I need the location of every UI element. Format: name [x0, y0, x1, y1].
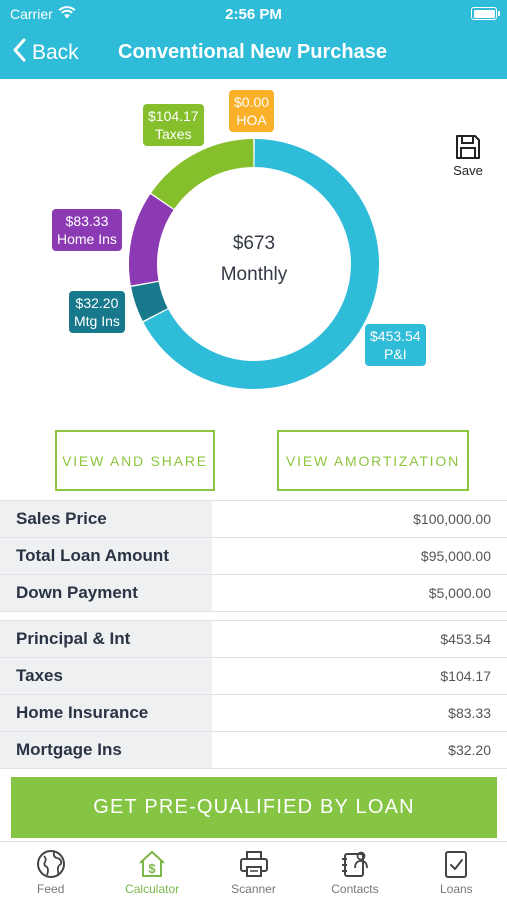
tab-label: Feed: [37, 882, 65, 896]
table-row: Down Payment $5,000.00: [0, 575, 507, 612]
nav-bar: Back Conventional New Purchase: [0, 28, 507, 79]
get-pre-qualified-button[interactable]: GET PRE-QUALIFIED BY LOAN: [11, 777, 497, 838]
row-value: $453.54: [440, 631, 491, 647]
row-label: Down Payment: [0, 575, 212, 611]
label-hoa: $0.00 HOA: [229, 90, 275, 132]
label-mtg-ins-name: Mtg Ins: [74, 313, 120, 329]
chart-center-amount: $673: [232, 233, 276, 254]
header: Carrier 2:56 PM Back Conventional: [0, 0, 507, 79]
donut-chart: [129, 139, 379, 390]
label-home-ins: $83.33 Home Ins: [52, 209, 122, 251]
row-value: $95,000.00: [420, 548, 491, 564]
row-label: Home Insurance: [0, 695, 212, 731]
view-amortization-button[interactable]: VIEW AMORTIZATION: [277, 430, 469, 491]
house-dollar-icon: $: [139, 851, 165, 877]
clock: 2:56 PM: [225, 6, 282, 23]
row-value: $32.20: [448, 742, 491, 758]
row-value: $83.33: [448, 705, 491, 721]
label-hoa-name: HOA: [236, 112, 267, 128]
tab-calculator[interactable]: $ Calculator: [101, 842, 202, 900]
row-label: Sales Price: [0, 501, 212, 537]
tab-label: Calculator: [125, 882, 180, 896]
chevron-left-icon: [12, 38, 26, 68]
row-value: $104.17: [440, 668, 491, 684]
table-row: Principal & Int $453.54: [0, 621, 507, 658]
label-taxes-name: Taxes: [155, 126, 192, 142]
save-button[interactable]: Save: [446, 134, 490, 178]
page-title: Conventional New Purchase: [118, 41, 387, 63]
loan-details-table: Sales Price $100,000.00 Total Loan Amoun…: [0, 500, 507, 612]
wifi-icon: [58, 6, 76, 22]
payment-breakdown-table: Principal & Int $453.54 Taxes $104.17 Ho…: [0, 620, 507, 769]
save-label: Save: [453, 163, 483, 178]
label-mtg-ins-amount: $32.20: [75, 295, 119, 311]
floppy-disk-icon: [455, 135, 481, 163]
row-value: $100,000.00: [413, 511, 491, 527]
carrier-label: Carrier: [10, 6, 53, 22]
donut-segment-taxes: [151, 139, 254, 209]
label-home-ins-amount: $83.33: [65, 213, 109, 229]
label-home-ins-name: Home Ins: [57, 231, 117, 247]
row-label: Mortgage Ins: [0, 732, 212, 768]
row-label: Total Loan Amount: [0, 538, 212, 574]
row-label: Taxes: [0, 658, 212, 694]
label-taxes: $104.17 Taxes: [143, 104, 204, 146]
table-row: Mortgage Ins $32.20: [0, 732, 507, 769]
chart-center-label: Monthly: [220, 264, 288, 285]
table-row: Total Loan Amount $95,000.00: [0, 538, 507, 575]
label-pi-amount: $453.54: [370, 328, 421, 344]
donut-segment-mtg-ins: [131, 281, 168, 322]
back-button[interactable]: Back: [12, 38, 79, 68]
globe-icon: [36, 850, 65, 878]
label-taxes-amount: $104.17: [148, 108, 199, 124]
tab-scanner[interactable]: Scanner: [203, 842, 304, 900]
row-value: $5,000.00: [428, 585, 491, 601]
tab-label: Contacts: [331, 882, 379, 896]
label-mtg-ins: $32.20 Mtg Ins: [69, 291, 125, 333]
tab-bar: Feed $ Calculator Scanner: [0, 841, 507, 900]
row-label: Principal & Int: [0, 621, 212, 657]
contacts-icon: [341, 851, 368, 877]
status-bar: Carrier 2:56 PM: [0, 0, 507, 28]
view-and-share-button[interactable]: VIEW AND SHARE: [55, 430, 215, 491]
payment-chart: $453.54 P&I $32.20 Mtg Ins $83.33 Home I…: [0, 79, 507, 419]
table-row: Home Insurance $83.33: [0, 695, 507, 732]
label-hoa-amount: $0.00: [234, 94, 270, 110]
printer-icon: [239, 851, 268, 877]
clipboard-check-icon: [445, 851, 468, 878]
tab-label: Scanner: [231, 882, 276, 896]
label-pi-name: P&I: [384, 346, 407, 362]
carrier: Carrier: [10, 6, 76, 22]
table-row: Taxes $104.17: [0, 658, 507, 695]
tab-feed[interactable]: Feed: [0, 842, 101, 900]
svg-text:$: $: [148, 861, 156, 876]
tab-label: Loans: [439, 882, 473, 896]
label-pi: $453.54 P&I: [365, 324, 426, 366]
donut-segment-home-ins: [129, 194, 174, 286]
tab-loans[interactable]: Loans: [406, 842, 507, 900]
table-row: Sales Price $100,000.00: [0, 501, 507, 538]
back-label: Back: [32, 41, 79, 64]
tab-contacts[interactable]: Contacts: [304, 842, 405, 900]
battery-icon: [471, 7, 500, 20]
